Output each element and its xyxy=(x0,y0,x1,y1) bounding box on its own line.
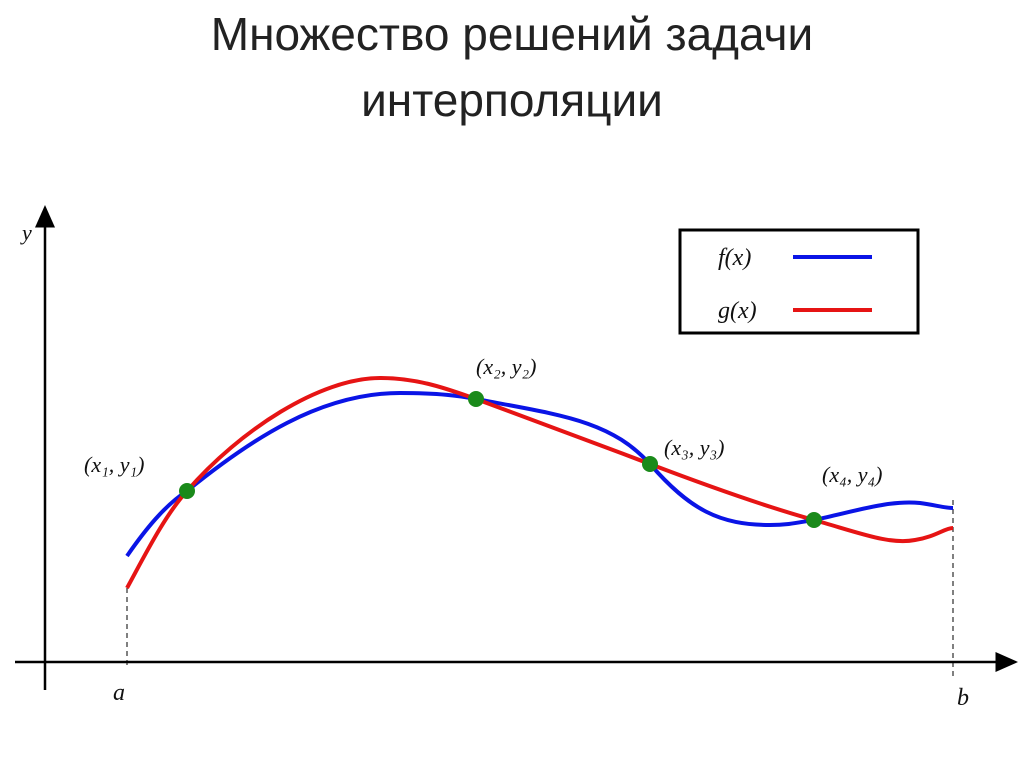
legend-label: f(x) xyxy=(718,245,751,271)
point-label: (x₂, y₂) xyxy=(476,354,536,379)
node-point xyxy=(642,456,658,472)
axis-label: b xyxy=(957,685,969,711)
point-label: (x₃, y₃) xyxy=(664,435,724,460)
curve-g xyxy=(125,375,954,589)
axis-label: y xyxy=(20,220,32,245)
node-point xyxy=(468,391,484,407)
curve-f xyxy=(125,390,954,558)
point-label: (x₁, y₁) xyxy=(84,452,144,477)
node-point xyxy=(179,483,195,499)
legend-box xyxy=(678,228,920,335)
point-label: (x₄, y₄) xyxy=(822,462,882,487)
axis-label: a xyxy=(113,680,125,706)
title-line: интерполяции xyxy=(361,74,663,126)
title-line: Множество решений задачи xyxy=(211,8,813,60)
legend-label: g(x) xyxy=(718,298,757,324)
node-point xyxy=(806,512,822,528)
